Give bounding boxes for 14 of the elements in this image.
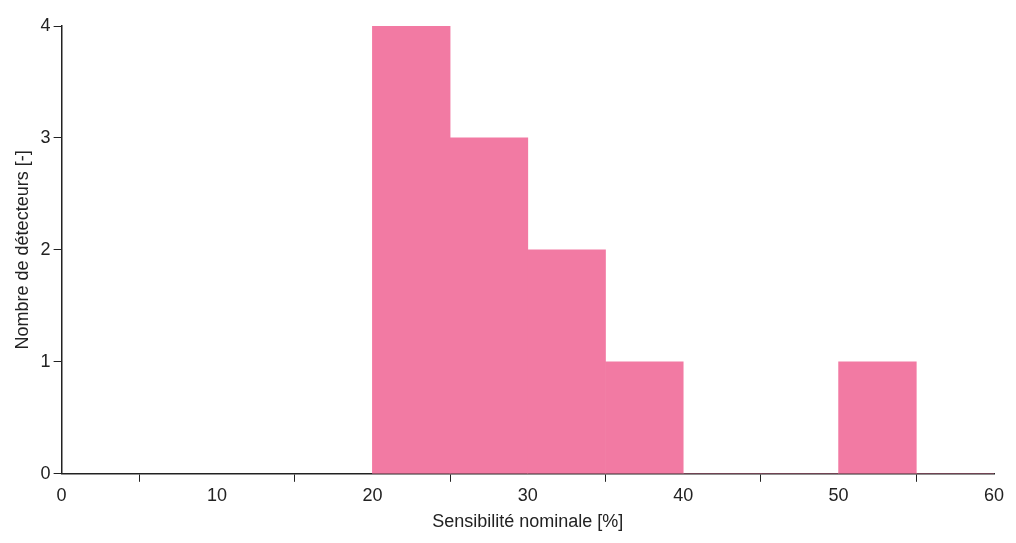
y-axis-title: Nombre de détecteurs [-] bbox=[11, 150, 32, 350]
x-tick-label: 0 bbox=[56, 484, 67, 505]
x-tick-label: 50 bbox=[828, 484, 849, 505]
x-tick-label: 10 bbox=[206, 484, 228, 505]
y-tick-label: 2 bbox=[40, 238, 51, 259]
x-axis-title: Sensibilité nominale [%] bbox=[432, 511, 624, 532]
x-tick-label: 30 bbox=[517, 484, 538, 505]
y-tick-label: 4 bbox=[40, 14, 51, 35]
x-tick-label: 60 bbox=[983, 484, 1005, 505]
y-tick-label: 3 bbox=[40, 126, 51, 147]
y-tick-label: 1 bbox=[40, 350, 51, 371]
y-tick-label: 0 bbox=[40, 462, 51, 483]
x-tick-label: 40 bbox=[673, 484, 694, 505]
x-tick-label: 20 bbox=[362, 484, 383, 505]
